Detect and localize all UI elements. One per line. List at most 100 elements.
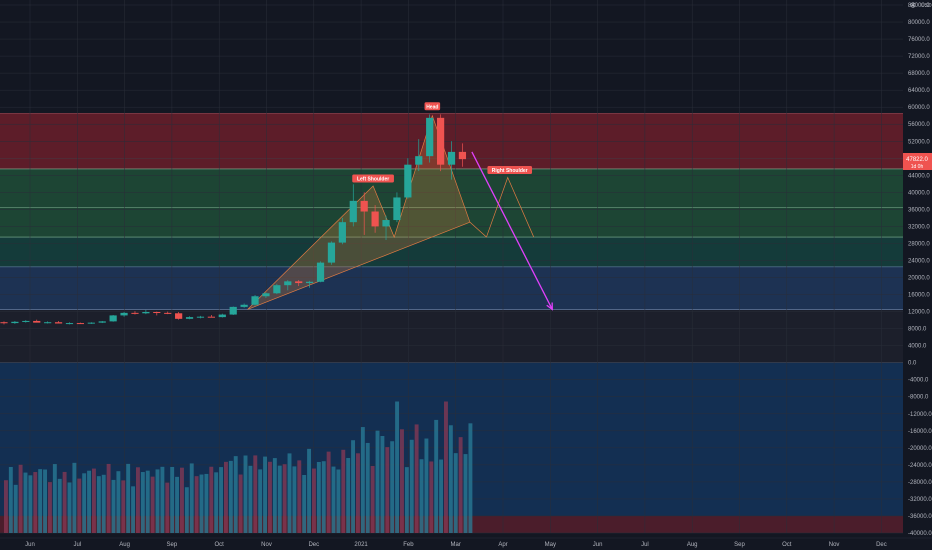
price-tick-5: 64000.0 <box>908 88 930 94</box>
volume-bar-62 <box>307 448 312 533</box>
time-axis[interactable]: Jun Jul Aug Sep Oct Nov Dec 2021 Feb Mar Apr May Jun… <box>0 537 932 550</box>
volume-bar-82 <box>404 467 409 533</box>
time-tick-9: Mar <box>451 542 461 548</box>
price-tick-2: 76000.0 <box>908 37 930 43</box>
candle-body-12 <box>131 312 139 314</box>
price-tick-31: -40000.0 <box>908 531 932 537</box>
volume-bar-50 <box>248 465 253 533</box>
candle-3 <box>33 319 41 323</box>
volume-bar-32 <box>160 466 165 533</box>
volume-bar-13 <box>67 482 72 533</box>
candle-2 <box>22 320 30 323</box>
volume-bar-60 <box>297 460 302 533</box>
candle-32 <box>349 184 357 227</box>
volume-bar-27 <box>135 467 140 533</box>
price-tick-4: 68000.0 <box>908 71 930 77</box>
volume-bar-42 <box>209 466 214 533</box>
candle-11 <box>120 312 128 317</box>
volume-bar-34 <box>170 466 175 533</box>
volume-bar-26 <box>131 486 136 533</box>
volume-bar-95 <box>468 423 473 533</box>
price-tick-23: -8000.0 <box>908 395 929 401</box>
volume-bar-74 <box>365 442 370 533</box>
volume-bar-94 <box>463 454 468 533</box>
price-tick-8: 52000.0 <box>908 139 930 145</box>
price-tick-26: -20000.0 <box>908 446 932 452</box>
volume-bar-5 <box>28 475 33 533</box>
volume-bar-37 <box>184 487 189 533</box>
candle-body-26 <box>284 281 292 286</box>
volume-bar-79 <box>390 441 395 533</box>
time-tick-0: Jun <box>25 542 35 548</box>
forecast-arrow <box>471 151 553 311</box>
volume-bar-69 <box>341 449 346 533</box>
candle-body-34 <box>371 211 379 227</box>
price-tick-13: 32000.0 <box>908 224 930 230</box>
time-tick-13: Jul <box>641 542 649 548</box>
volume-bar-77 <box>380 435 385 533</box>
price-tag-box <box>903 153 932 170</box>
candle-body-39 <box>426 117 434 157</box>
gear-icon[interactable] <box>910 2 916 8</box>
volume-bar-93 <box>458 437 463 533</box>
volume-bars <box>3 401 473 533</box>
volume-bar-58 <box>287 453 292 533</box>
candle-body-42 <box>458 151 467 160</box>
candle-10 <box>109 314 117 322</box>
volume-bar-17 <box>87 470 92 533</box>
candle-body-32 <box>349 200 357 223</box>
candle-body-23 <box>251 296 259 305</box>
zone-teal-4 <box>0 237 903 267</box>
volume-bar-68 <box>336 469 341 533</box>
volume-bar-64 <box>316 461 321 533</box>
volume-bar-72 <box>356 453 360 533</box>
price-tick-12: 36000.0 <box>908 207 930 213</box>
volume-bar-46 <box>228 460 233 533</box>
pattern-right-shoulder <box>469 176 535 238</box>
candle-body-31 <box>338 222 346 243</box>
candle-17 <box>185 316 194 320</box>
volume-bar-76 <box>375 430 380 533</box>
price-axis[interactable]: 84000.0 80000.0 76000.0 72000.0 68000.0 64000… <box>903 0 932 550</box>
volume-bar-23 <box>116 471 121 533</box>
time-tick-17: Nov <box>829 542 840 548</box>
candle-body-22 <box>240 304 248 307</box>
candle-34 <box>371 205 379 233</box>
volume-bar-6 <box>33 472 38 533</box>
price-tag-value: 47822.0 <box>906 157 928 163</box>
candle-body-9 <box>98 321 106 323</box>
candle-42 <box>458 143 467 167</box>
time-tick-6: Dec <box>308 542 319 548</box>
candle-35 <box>382 215 390 241</box>
price-tag: 47822.0 1d 0h <box>903 153 932 170</box>
candle-20 <box>218 313 226 318</box>
time-tick-18: Dec <box>876 542 887 548</box>
volume-bar-71 <box>351 440 356 533</box>
candle-body-36 <box>393 197 401 221</box>
volume-bar-91 <box>448 425 453 533</box>
candle-25 <box>273 283 281 295</box>
candle-body-10 <box>109 315 117 322</box>
volume-bar-57 <box>282 464 287 533</box>
volume-bar-18 <box>91 468 96 533</box>
volume-bar-21 <box>106 463 111 533</box>
price-tick-30: -36000.0 <box>908 514 932 520</box>
candle-24 <box>262 292 270 298</box>
candle-body-16 <box>175 313 183 319</box>
price-tick-10: 44000.0 <box>908 173 930 179</box>
candle-body-17 <box>185 317 194 319</box>
price-tick-1: 80000.0 <box>908 20 930 26</box>
price-tick-11: 40000.0 <box>908 190 930 196</box>
volume-bar-88 <box>434 419 439 533</box>
volume-bar-15 <box>77 478 82 533</box>
candle-6 <box>65 322 74 325</box>
candle-body-3 <box>33 320 41 323</box>
volume-bar-12 <box>62 471 67 533</box>
candle-29 <box>316 261 325 283</box>
volume-bar-41 <box>204 473 209 533</box>
candle-19 <box>207 314 215 318</box>
head-text: Head <box>426 104 438 110</box>
candle-body-27 <box>295 281 303 284</box>
candle-body-41 <box>447 151 456 165</box>
